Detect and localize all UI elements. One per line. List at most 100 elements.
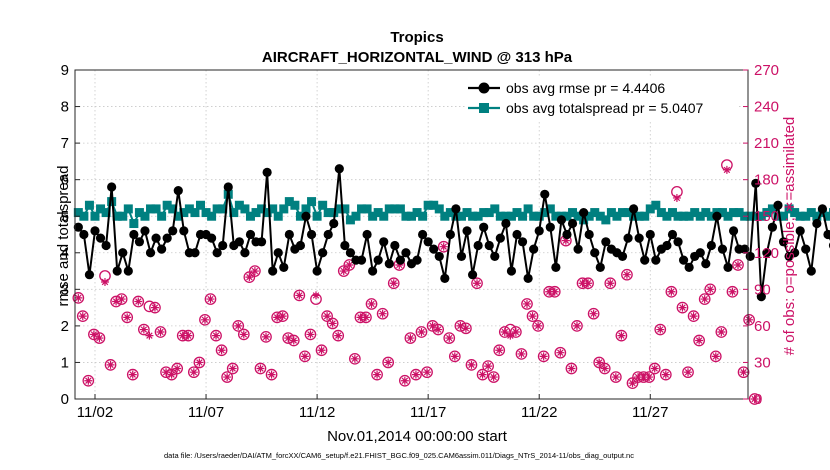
totalspread-series-point	[168, 204, 178, 214]
rmse-series-point	[634, 233, 644, 243]
totalspread-series-point	[562, 211, 572, 221]
totalspread-series-point	[706, 211, 716, 221]
obs-assimilated-point	[173, 364, 182, 373]
totalspread-series-point	[284, 197, 294, 207]
totalspread-series-point	[684, 211, 694, 221]
obs-assimilated-point	[74, 293, 83, 302]
totalspread-series-point	[495, 211, 505, 221]
totalspread-series-point	[729, 208, 739, 218]
totalspread-series-point	[323, 208, 333, 218]
obs-possible-point	[565, 362, 578, 375]
obs-assimilated-point	[561, 236, 570, 245]
obs-assimilated-point	[473, 279, 482, 288]
obs-assimilated-point	[595, 358, 604, 367]
obs-assimilated-point	[478, 370, 487, 379]
rmse-series-point	[179, 226, 189, 236]
rmse-series-point	[823, 229, 830, 240]
obs-assimilated-point	[84, 376, 93, 385]
rmse-series-point	[79, 229, 89, 240]
totalspread-series-point	[806, 208, 816, 218]
totalspread-series-point	[423, 200, 433, 210]
totalspread-series-point	[251, 208, 261, 218]
totalspread-series-point	[179, 208, 189, 218]
obs-assimilated-point	[545, 287, 554, 296]
rmse-series-point	[701, 259, 711, 269]
rmse-series-point	[695, 248, 705, 258]
totalspread-series-point	[456, 211, 466, 221]
rmse-series-point	[140, 226, 150, 236]
obs-assimilated-point	[167, 370, 176, 379]
obs-assimilated-point	[267, 370, 276, 379]
rmse-series-point	[529, 244, 539, 254]
obs-assimilated-point	[89, 330, 98, 339]
obs-assimilated-point	[661, 370, 670, 379]
rmse-series-point	[73, 222, 83, 232]
obs-assimilated-point	[511, 327, 520, 336]
obs-assimilated-point	[711, 352, 720, 361]
rmse-series-point	[129, 229, 139, 240]
totalspread-series-point	[401, 211, 411, 221]
totalspread-series-point	[606, 208, 616, 218]
obs-assimilated-point	[78, 312, 87, 321]
obs-assimilated-point	[395, 260, 404, 269]
obs-possible-point	[726, 285, 739, 298]
obs-assimilated-point	[234, 321, 243, 330]
totalspread-series-point	[318, 200, 328, 210]
rmse-series-point	[223, 182, 233, 192]
obs-assimilated-point	[728, 287, 737, 296]
obs-assimilated-point	[450, 352, 459, 361]
totalspread-series-point	[146, 204, 156, 214]
obs-assimilated-point	[695, 336, 704, 345]
obs-possible-point	[199, 313, 211, 326]
totalspread-series-point	[690, 208, 700, 218]
obs-possible-point	[254, 362, 267, 375]
obs-assimilated-point	[734, 260, 743, 269]
obs-assimilated-point	[100, 278, 109, 287]
obs-assimilated-point	[417, 327, 426, 336]
rmse-series-point	[751, 178, 761, 188]
rmse-series-point	[684, 262, 694, 272]
obs-assimilated-point	[134, 297, 143, 306]
obs-possible-point	[365, 298, 378, 310]
rmse-series-point	[418, 229, 428, 240]
obs-possible-point	[693, 334, 705, 347]
totalspread-series-point	[273, 211, 283, 221]
rmse-series-point	[145, 248, 156, 258]
obs-possible-point	[732, 259, 744, 271]
rmse-series-point	[162, 233, 172, 243]
totalspread-series-point	[701, 208, 711, 218]
tick-label-x: 11/02	[77, 404, 113, 421]
totalspread-series-point	[790, 208, 800, 218]
obs-possible-point	[609, 371, 622, 383]
rmse-series-point	[645, 229, 655, 240]
totalspread-series-point	[345, 215, 355, 225]
rmse-series-point	[240, 248, 250, 258]
obs-possible-point	[448, 350, 461, 363]
obs-possible-point	[476, 368, 489, 381]
totalspread-series-point	[584, 211, 594, 221]
rmse-series-point	[445, 229, 455, 240]
totalspread-series-point	[484, 208, 494, 218]
obs-possible-point	[571, 320, 583, 332]
obs-assimilated-point	[289, 336, 298, 345]
rmse-series-point	[340, 240, 350, 251]
totalspread-series-point	[140, 211, 150, 221]
rmse-series-point	[595, 262, 605, 272]
rmse-series-point	[412, 255, 422, 265]
totalspread-series-point	[595, 211, 605, 221]
obs-assimilated-point	[361, 313, 370, 322]
rmse-series-point	[451, 204, 461, 214]
obs-possible-point	[698, 293, 711, 305]
totalspread-series-point	[412, 208, 422, 218]
totalspread-series-point	[462, 208, 472, 218]
obs-possible-point	[465, 359, 478, 371]
rmse-series-point	[345, 248, 356, 258]
rmse-series-point	[817, 204, 828, 214]
obs-assimilated-point	[306, 330, 315, 339]
obs-assimilated-point	[606, 279, 615, 288]
rmse-series-point	[434, 251, 444, 262]
obs-assimilated-point	[112, 297, 121, 306]
y-axis-label-left: rmse and totalspread	[55, 166, 72, 307]
totalspread-series-point	[157, 211, 167, 221]
obs-assimilated-point	[284, 334, 293, 343]
